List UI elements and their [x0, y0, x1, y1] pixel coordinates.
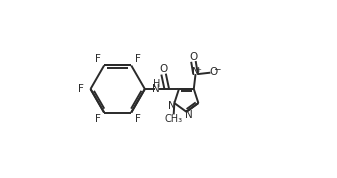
Text: N: N [192, 67, 200, 77]
Text: F: F [135, 114, 141, 124]
Text: N: N [168, 101, 176, 111]
Text: −: − [213, 65, 220, 74]
Text: N: N [152, 84, 160, 94]
Text: N: N [185, 110, 192, 120]
Text: O: O [159, 64, 168, 74]
Text: O: O [189, 52, 197, 62]
Text: CH₃: CH₃ [164, 114, 183, 124]
Text: H: H [153, 79, 160, 89]
Text: F: F [94, 54, 100, 64]
Text: F: F [94, 114, 100, 124]
Text: F: F [135, 54, 141, 64]
Text: F: F [79, 84, 84, 94]
Text: +: + [195, 67, 201, 73]
Text: O: O [209, 67, 217, 77]
